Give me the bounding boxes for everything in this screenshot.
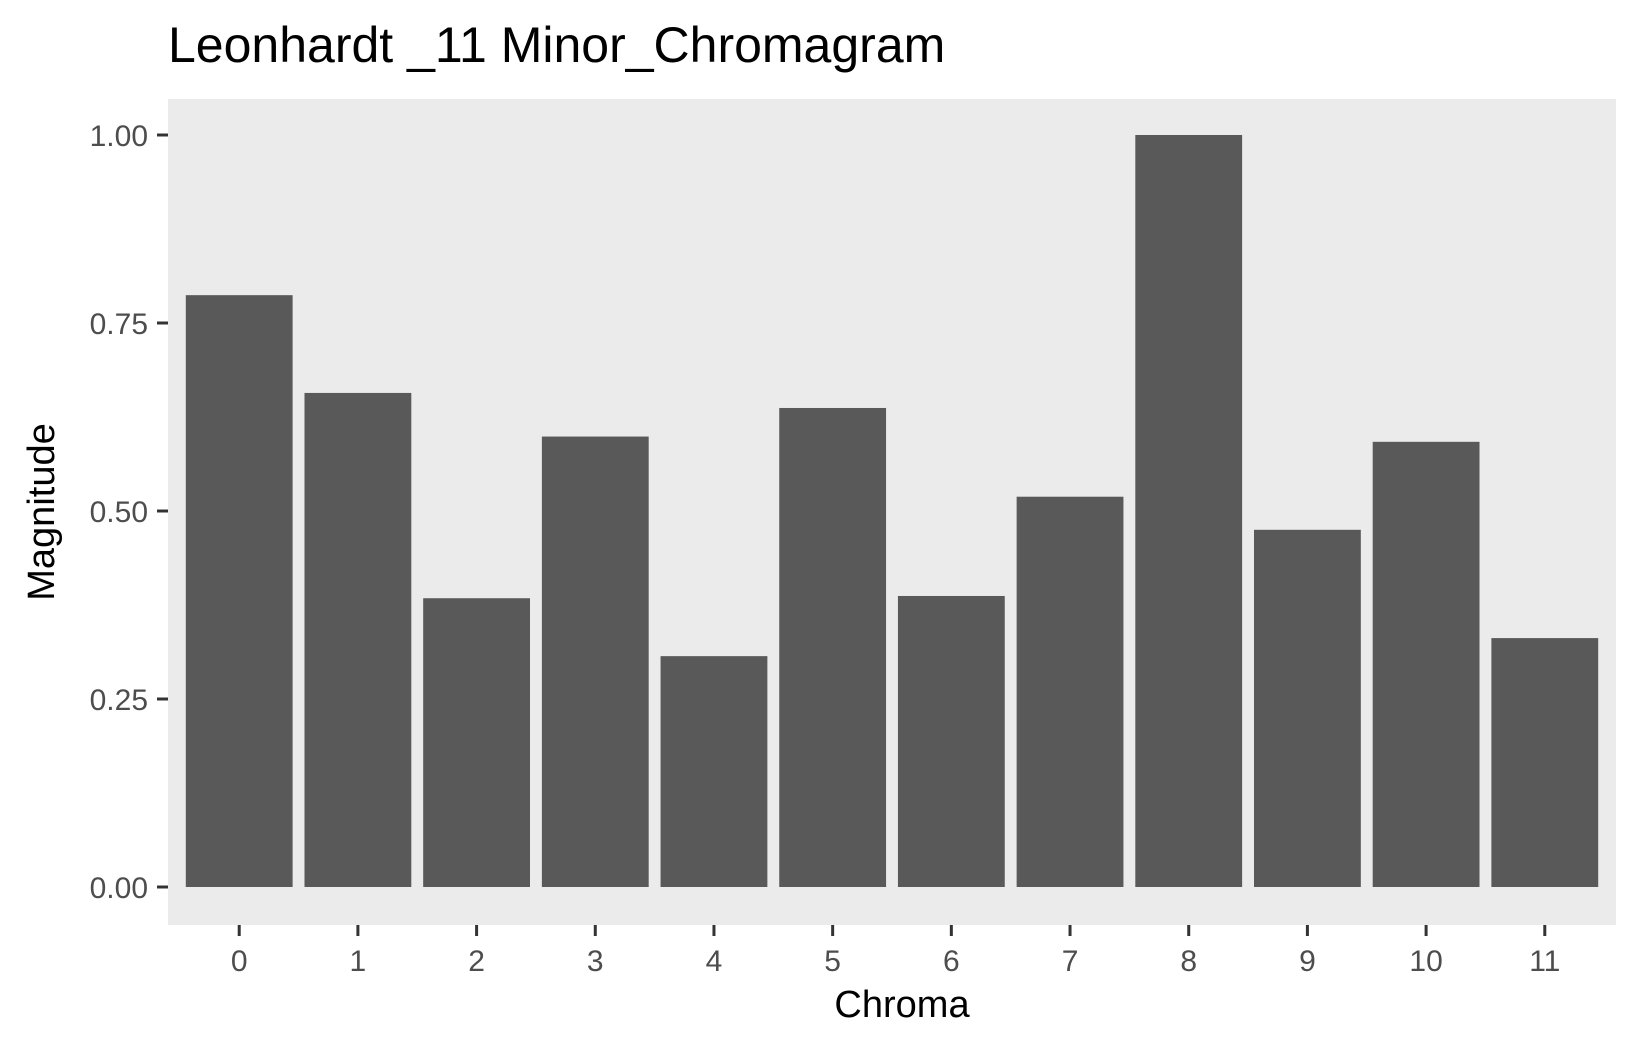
y-tick-label: 1.00 [90,120,148,153]
x-tick-label: 4 [706,945,723,978]
x-tick-label: 0 [231,945,248,978]
y-axis-title: Magnitude [21,423,63,600]
bar-chroma-6 [897,595,1005,887]
x-axis: 0 1 2 3 4 5 6 7 8 9 10 11 [231,925,1560,978]
y-tick-label: 0.00 [90,872,148,905]
y-axis: 0.00 0.25 0.50 0.75 1.00 [90,120,168,905]
x-tick-label: 8 [1180,945,1197,978]
x-tick-label: 7 [1062,945,1079,978]
x-tick-label: 9 [1299,945,1316,978]
x-tick-label: 11 [1529,945,1560,978]
y-tick-label: 0.50 [90,496,148,529]
x-axis-title: Chroma [834,984,970,1026]
bar-chroma-11 [1491,638,1599,887]
bar-chroma-3 [541,436,649,887]
bar-chroma-4 [660,656,768,887]
bar-chroma-10 [1372,441,1480,887]
y-tick-label: 0.25 [90,684,148,717]
bar-chroma-2 [423,598,530,887]
chart-title: Leonhardt _11 Minor_Chromagram [168,17,945,73]
bar-chroma-5 [779,407,887,887]
bar-chroma-9 [1254,529,1361,887]
x-tick-label: 5 [824,945,841,978]
bars-group [185,135,1599,887]
x-tick-label: 6 [943,945,960,978]
x-tick-label: 10 [1409,945,1442,978]
bar-chroma-1 [304,392,412,887]
x-tick-label: 1 [350,945,367,978]
bar-chroma-7 [1016,496,1124,887]
bar-chroma-0 [185,295,293,887]
bar-chroma-8 [1135,135,1243,887]
x-tick-label: 2 [468,945,485,978]
y-tick-label: 0.75 [90,308,148,341]
x-tick-label: 3 [587,945,604,978]
